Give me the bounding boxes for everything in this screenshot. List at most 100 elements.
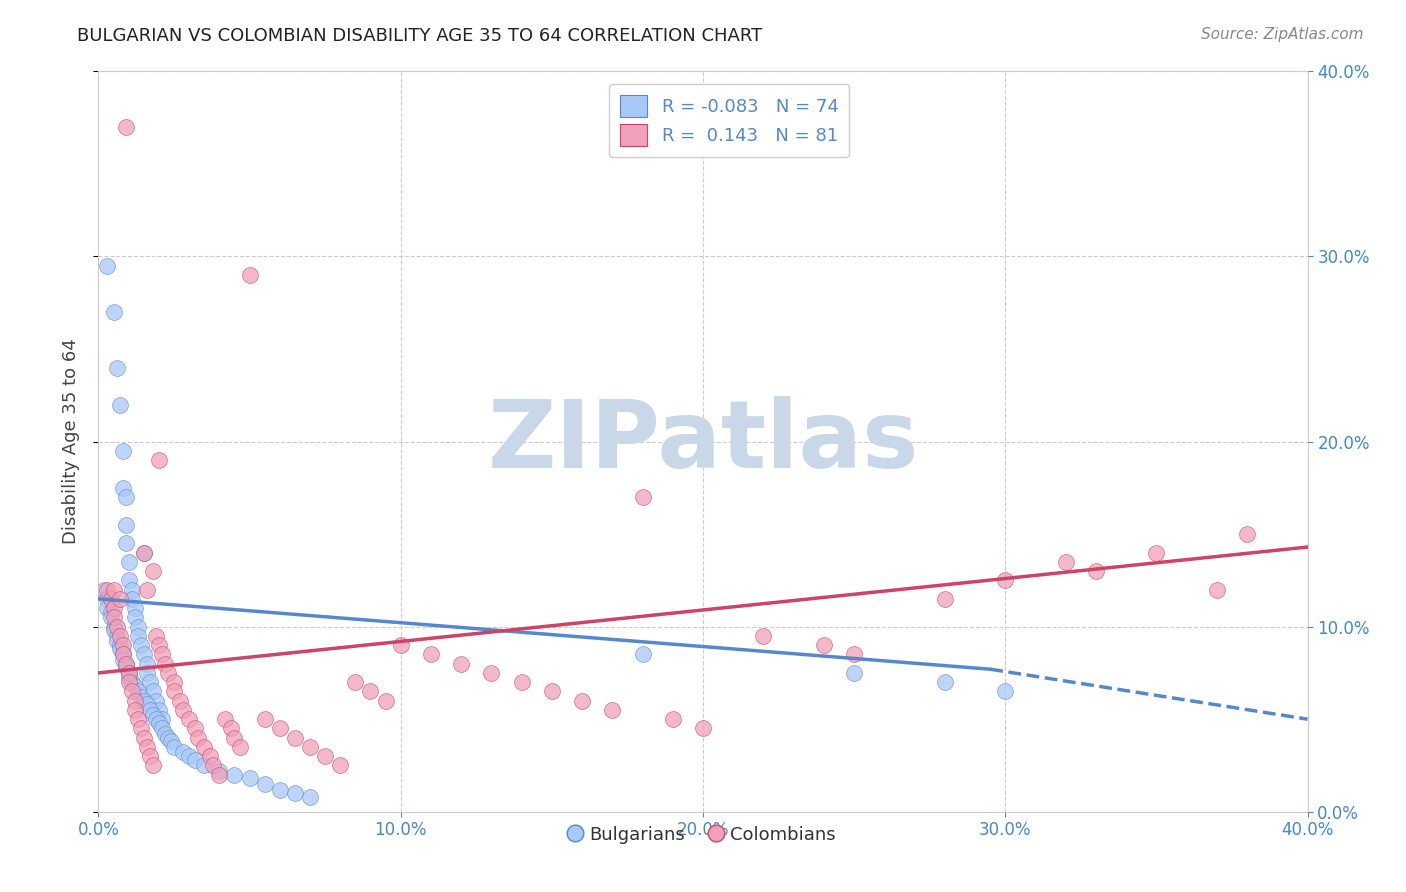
Point [193, 758, 215, 772]
Point [221, 722, 243, 736]
Point [631, 648, 654, 662]
Point [1085, 564, 1108, 578]
Point [994, 684, 1017, 698]
Point [114, 517, 136, 532]
Point [150, 722, 173, 736]
Point [139, 703, 162, 717]
Point [118, 672, 141, 686]
Point [132, 694, 155, 708]
Point [108, 629, 131, 643]
Point [103, 619, 125, 633]
Text: Source: ZipAtlas.com: Source: ZipAtlas.com [1201, 27, 1364, 42]
Point [114, 657, 136, 671]
Point [661, 712, 683, 726]
Point [108, 641, 131, 656]
Point [105, 360, 128, 375]
Point [208, 767, 231, 781]
Point [111, 648, 134, 662]
Point [148, 703, 170, 717]
Point [239, 772, 262, 786]
Point [100, 605, 122, 619]
Point [179, 749, 201, 764]
Point [103, 624, 125, 638]
Point [172, 703, 194, 717]
Point [299, 739, 322, 754]
Point [374, 694, 396, 708]
Point [139, 749, 162, 764]
Point [135, 665, 157, 680]
Point [844, 648, 866, 662]
Point [631, 490, 654, 504]
Point [145, 629, 167, 643]
Point [208, 764, 231, 778]
Point [114, 490, 136, 504]
Point [813, 638, 835, 652]
Point [934, 675, 956, 690]
Point [934, 591, 956, 606]
Point [96, 601, 118, 615]
Point [103, 610, 125, 624]
Point [96, 259, 118, 273]
Point [103, 601, 125, 615]
Point [229, 739, 252, 754]
Point [121, 591, 143, 606]
Point [111, 638, 134, 652]
Point [118, 675, 141, 690]
Point [202, 758, 225, 772]
Point [127, 619, 149, 633]
Point [360, 684, 382, 698]
Point [114, 120, 136, 134]
Point [124, 601, 146, 615]
Point [118, 665, 141, 680]
Point [142, 564, 165, 578]
Point [752, 629, 775, 643]
Point [200, 749, 222, 764]
Point [420, 648, 443, 662]
Point [100, 610, 122, 624]
Point [184, 722, 207, 736]
Point [160, 734, 183, 748]
Point [148, 715, 170, 730]
Point [1206, 582, 1229, 597]
Point [269, 782, 291, 797]
Point [299, 789, 322, 804]
Y-axis label: Disability Age 35 to 64: Disability Age 35 to 64 [62, 339, 80, 544]
Point [127, 712, 149, 726]
Point [124, 703, 146, 717]
Point [150, 712, 173, 726]
Text: BULGARIAN VS COLOMBIAN DISABILITY AGE 35 TO 64 CORRELATION CHART: BULGARIAN VS COLOMBIAN DISABILITY AGE 35… [77, 27, 762, 45]
Point [124, 610, 146, 624]
Point [571, 694, 593, 708]
Point [118, 665, 141, 680]
Point [118, 574, 141, 588]
Point [111, 648, 134, 662]
Point [253, 712, 276, 726]
Point [148, 638, 170, 652]
Point [1054, 555, 1077, 569]
Point [124, 694, 146, 708]
Point [156, 731, 179, 745]
Point [114, 660, 136, 674]
Point [214, 712, 236, 726]
Point [121, 675, 143, 690]
Point [389, 638, 412, 652]
Point [481, 665, 503, 680]
Point [135, 582, 157, 597]
Point [142, 708, 165, 723]
Point [169, 694, 191, 708]
Point [1144, 545, 1167, 560]
Point [163, 684, 186, 698]
Point [111, 653, 134, 667]
Point [163, 675, 186, 690]
Point [129, 638, 152, 652]
Point [284, 731, 307, 745]
Point [105, 629, 128, 643]
Point [148, 453, 170, 467]
Point [150, 648, 173, 662]
Point [844, 665, 866, 680]
Point [114, 536, 136, 550]
Point [253, 777, 276, 791]
Point [132, 648, 155, 662]
Point [193, 739, 215, 754]
Point [510, 675, 533, 690]
